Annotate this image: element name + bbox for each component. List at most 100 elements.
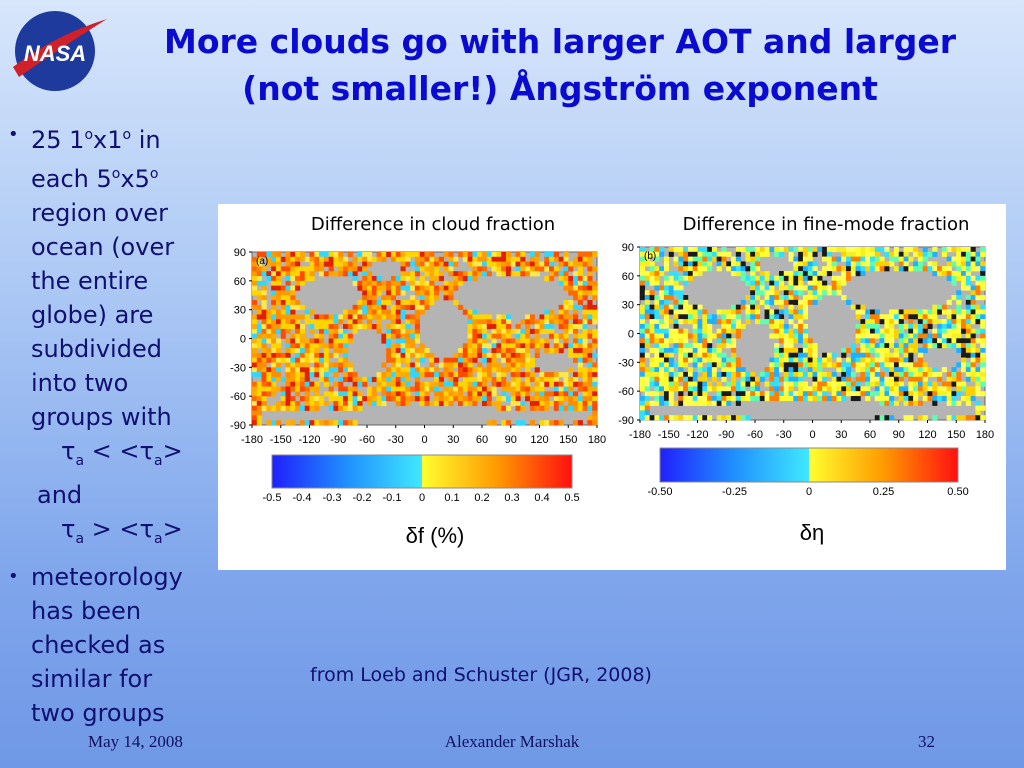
map-cell [750, 295, 756, 301]
map-cell [587, 276, 593, 282]
map-cell [544, 391, 550, 397]
map-cell [822, 280, 828, 286]
map-cell [802, 395, 809, 402]
lon-tick-label: 180 [588, 434, 606, 446]
map-cell [865, 386, 871, 392]
map-cell [309, 343, 315, 349]
map-cell [347, 309, 353, 315]
map-cell [367, 276, 373, 282]
map-cell [735, 314, 741, 320]
map-cell [702, 314, 708, 320]
map-cell [941, 367, 947, 373]
map-cell [429, 300, 435, 306]
map-cell [663, 275, 670, 281]
map-cell [980, 376, 986, 382]
map-cell [965, 314, 971, 320]
map-cell [879, 415, 885, 421]
map-cell [735, 367, 741, 373]
map-cell [386, 381, 392, 387]
map-cell [515, 372, 521, 378]
map-cell [798, 280, 804, 286]
map-cell [841, 247, 847, 253]
map-cell [884, 367, 890, 373]
map-cell [252, 256, 258, 262]
map-cell [563, 300, 569, 306]
map-cell [510, 367, 516, 373]
map-cell [721, 323, 727, 329]
map-cell [529, 372, 536, 378]
map-cell [266, 348, 272, 354]
map-cell [587, 266, 593, 272]
map-cell [429, 285, 435, 291]
map-cell [304, 372, 310, 378]
map-cell [802, 323, 809, 329]
map-cell [702, 391, 708, 397]
map-cell [893, 371, 900, 378]
map-cell [913, 343, 919, 349]
map-cell [558, 314, 564, 320]
map-cell [893, 381, 900, 387]
map-cell [424, 348, 430, 354]
map-cell [937, 323, 943, 329]
map-cell [462, 348, 468, 354]
map-cell [343, 391, 349, 397]
map-cell [314, 400, 320, 407]
map-cell [731, 352, 737, 358]
map-cell [256, 415, 262, 421]
map-cell [965, 304, 971, 310]
map-cell [707, 266, 713, 272]
map-cell [740, 371, 746, 378]
map-cell [980, 266, 986, 272]
map-cell [850, 352, 856, 358]
map-cell [870, 319, 876, 325]
map-cell [424, 381, 430, 387]
map-cell [319, 324, 325, 330]
map-cell [405, 381, 411, 387]
map-cell [663, 295, 670, 301]
map-cell [424, 367, 430, 373]
map-cell [783, 295, 789, 301]
map-cell [865, 338, 871, 344]
map-cell [558, 400, 564, 407]
map-cell [376, 285, 382, 291]
map-cell [482, 252, 488, 258]
map-cell [271, 304, 277, 310]
map-cell [874, 357, 880, 363]
map-cell [659, 400, 665, 406]
map-cell [913, 323, 919, 329]
map-cell [343, 333, 349, 339]
map-cell [367, 256, 373, 262]
map-cell [549, 261, 555, 267]
map-cell [458, 391, 464, 397]
map-cell [314, 381, 320, 387]
map-cell [941, 391, 947, 397]
map-cell [898, 367, 904, 373]
map-cell [462, 357, 468, 363]
map-cell [573, 391, 579, 397]
map-cell [271, 252, 277, 258]
map-cell [870, 251, 876, 257]
map-cell [654, 304, 660, 310]
map-cell [549, 328, 555, 334]
map-cell [395, 328, 401, 334]
map-cell [400, 261, 406, 267]
map-cell [410, 348, 416, 354]
map-cell [903, 251, 909, 257]
map-cell [309, 309, 315, 315]
map-cell [870, 343, 876, 349]
map-cell [893, 247, 900, 253]
map-cell [414, 328, 421, 334]
map-cell [582, 343, 588, 349]
map-cell [486, 376, 492, 383]
map-cell [755, 247, 761, 253]
map-cell [371, 276, 377, 282]
map-cell [414, 309, 421, 315]
map-cell [731, 309, 737, 315]
map-cell [673, 415, 679, 421]
map-cell [400, 252, 406, 258]
map-cell [568, 400, 574, 407]
map-cell [889, 328, 895, 334]
map-cell [582, 400, 588, 407]
map-cell [965, 338, 971, 344]
map-cell [745, 376, 751, 382]
